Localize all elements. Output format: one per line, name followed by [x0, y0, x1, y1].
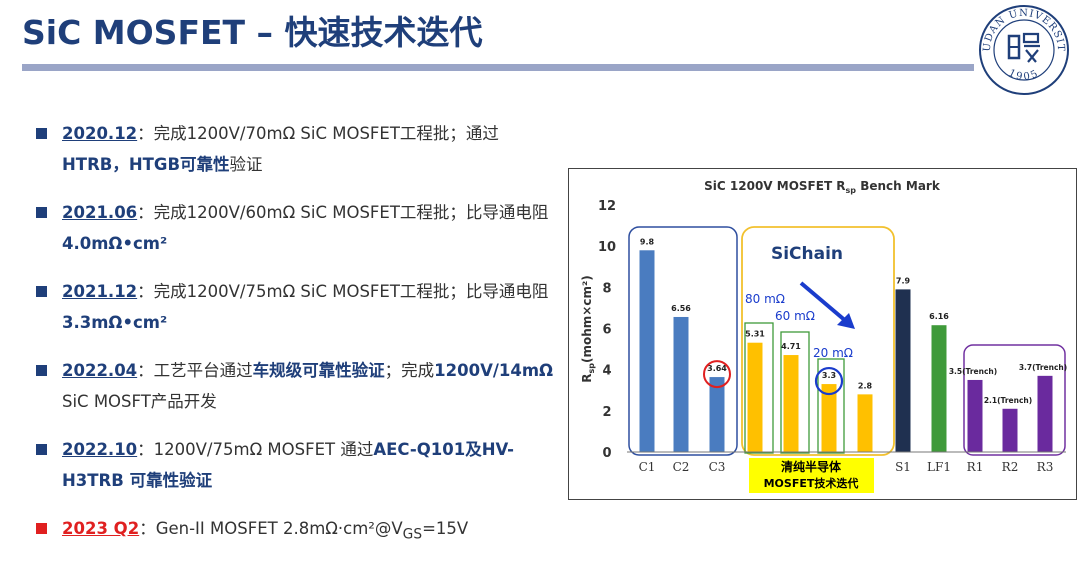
x-tick-label: C3	[709, 460, 726, 474]
y-tick-label: 8	[602, 281, 611, 296]
bar-R1	[967, 379, 983, 452]
milestone-date: 2022.10	[62, 440, 138, 459]
bullet-marker	[36, 365, 47, 376]
bar-value-label: 3.7(Trench)	[1019, 363, 1067, 372]
x-tick-label: S1	[895, 460, 911, 474]
caption-line-1: 清纯半导体	[781, 459, 842, 474]
sichain-label: SiChain	[771, 244, 843, 264]
group-outline-60mohm	[780, 331, 810, 454]
bar-S1	[895, 289, 911, 452]
milestone-list: 2020.12：完成1200V/70mΩ SiC MOSFET工程批；通过HTR…	[36, 118, 556, 567]
milestone-date: 2021.12	[62, 282, 138, 301]
caption-highlight	[749, 458, 874, 493]
x-tick-label: R2	[1002, 460, 1019, 474]
y-tick-label: 10	[598, 240, 616, 255]
y-tick-label: 2	[602, 405, 611, 420]
bar-R3	[1037, 375, 1053, 452]
bar-value-label: 6.16	[929, 312, 949, 321]
rating-60mohm-label: 60 mΩ	[775, 309, 815, 323]
y-tick-label: 6	[602, 323, 611, 338]
bar-S-B	[783, 355, 799, 452]
bar-S-A	[747, 342, 763, 452]
bar-S-D	[857, 394, 873, 452]
bar-value-label: 3.64	[707, 364, 727, 373]
x-tick-label: R3	[1037, 460, 1054, 474]
group-outline-trench	[963, 344, 1066, 456]
rating-80mohm-label: 80 mΩ	[745, 292, 785, 306]
trend-arrow-shaft	[799, 281, 849, 324]
milestone-date: 2020.12	[62, 124, 138, 143]
milestone-item: 2021.12：完成1200V/75mΩ SiC MOSFET工程批；比导通电阻…	[36, 276, 556, 338]
milestone-item: 2022.10：1200V/75mΩ MOSFET 通过AEC-Q101及HV-…	[36, 434, 556, 496]
highlight-circle-sichain	[814, 366, 844, 396]
trend-arrow-head	[837, 313, 855, 329]
x-tick-label: LF1	[927, 460, 951, 474]
bar-LF1	[931, 325, 947, 452]
bar-value-label: 2.8	[858, 381, 873, 390]
bar-S-C	[821, 384, 837, 452]
bar-C3	[709, 377, 725, 452]
milestone-date: 2021.06	[62, 203, 138, 222]
bullet-marker	[36, 286, 47, 297]
bar-value-label: 2.1(Trench)	[984, 396, 1032, 405]
bar-value-label: 7.9	[896, 276, 911, 285]
bar-value-label: 3.3	[822, 371, 836, 380]
x-tick-label: C1	[639, 460, 656, 474]
milestone-date: 2022.04	[62, 361, 138, 380]
milestone-item: 2021.06：完成1200V/60mΩ SiC MOSFET工程批；比导通电阻…	[36, 197, 556, 259]
x-tick-label: R1	[967, 460, 984, 474]
x-tick-label: C2	[673, 460, 690, 474]
bar-value-label: 3.5(Trench)	[949, 367, 997, 376]
svg-text:1905: 1905	[1007, 68, 1042, 83]
group-outline-20mohm	[817, 358, 845, 454]
milestone-date: 2023 Q2	[62, 519, 140, 538]
chart-title: SiC 1200V MOSFET Rsp Bench Mark	[704, 179, 941, 195]
y-tick-label: 0	[602, 446, 611, 461]
bar-value-label: 5.31	[745, 330, 765, 339]
benchmark-chart: SiC 1200V MOSFET Rsp Bench Mark 0 2 4 6 8 10 12…	[568, 168, 1077, 500]
bullet-marker	[36, 128, 47, 139]
benchmark-chart-svg: SiC 1200V MOSFET Rsp Bench Mark 0 2 4 6 8 10 12…	[580, 179, 1067, 493]
university-seal-logo: FUDAN UNIVERSITY 1905	[978, 4, 1069, 95]
y-tick-label: 4	[602, 364, 611, 379]
bar-value-label: 4.71	[781, 342, 801, 351]
highlight-circle-c3	[703, 360, 731, 389]
bar-C1	[639, 250, 655, 452]
group-outline-sichain	[741, 226, 895, 456]
milestone-item: 2020.12：完成1200V/70mΩ SiC MOSFET工程批；通过HTR…	[36, 118, 556, 180]
bullet-marker	[36, 444, 47, 455]
group-outline-competitors	[628, 226, 738, 456]
group-outline-80mohm	[744, 322, 774, 454]
bar-C2	[673, 316, 689, 452]
page-title: SiC MOSFET – 快速技术迭代	[22, 13, 483, 52]
caption-line-2: MOSFET技术迭代	[764, 476, 859, 490]
rating-20mohm-label: 20 mΩ	[813, 346, 853, 360]
bullet-marker	[36, 523, 47, 534]
bar-value-label: 6.56	[671, 304, 691, 313]
milestone-item-highlight: 2023 Q2：Gen-II MOSFET 2.8mΩ·cm²@VGS=15V	[36, 513, 556, 550]
bullet-marker	[36, 207, 47, 218]
bar-R2	[1002, 408, 1018, 452]
bar-value-label: 9.8	[640, 237, 655, 246]
y-tick-label: 12	[598, 199, 616, 214]
milestone-item: 2022.04：工艺平台通过车规级可靠性验证；完成1200V/14mΩ SiC …	[36, 355, 556, 417]
title-underline	[22, 64, 974, 71]
y-axis-label: Rsp(mohm×cm²)	[580, 275, 596, 382]
